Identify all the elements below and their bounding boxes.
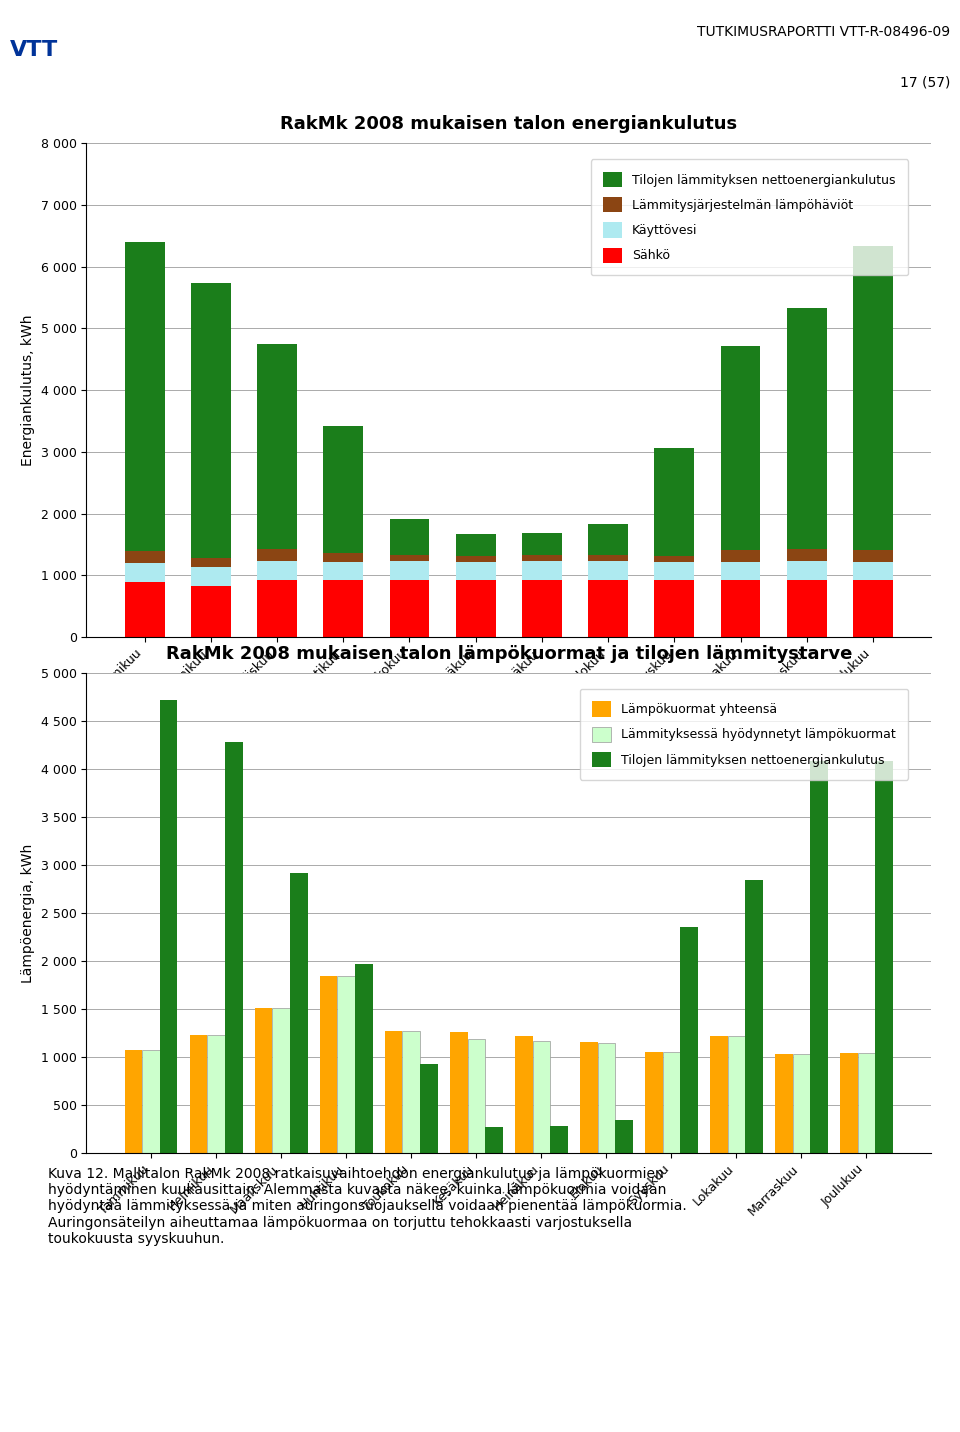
Bar [257, 580, 297, 637]
Bar [485, 1127, 503, 1153]
Bar [125, 581, 164, 637]
Bar [324, 427, 363, 553]
Bar [191, 558, 230, 567]
Bar [655, 561, 694, 580]
Bar [273, 1008, 290, 1153]
Bar [420, 1064, 438, 1153]
Bar [450, 1032, 468, 1153]
Bar [191, 567, 230, 586]
Bar [588, 580, 628, 637]
Bar [680, 928, 698, 1153]
Bar [721, 561, 760, 580]
Bar [580, 1042, 597, 1153]
Text: VTT: VTT [10, 40, 58, 60]
Bar [125, 1050, 142, 1153]
Bar [655, 556, 694, 561]
Bar [125, 563, 164, 581]
Bar [456, 534, 495, 556]
Legend: Tilojen lämmityksen nettoenergiankulutus, Lämmitysjärjestelmän lämpöhäviöt, Käyt: Tilojen lämmityksen nettoenergiankulutus… [590, 159, 908, 275]
Bar [191, 284, 230, 558]
Bar [588, 561, 628, 580]
Bar [207, 1035, 225, 1153]
Bar [615, 1120, 633, 1153]
Bar [522, 561, 562, 580]
Text: TUTKIMUSRAPORTTI VTT-R-08496-09: TUTKIMUSRAPORTTI VTT-R-08496-09 [697, 24, 950, 39]
Bar [853, 246, 893, 550]
Bar [257, 344, 297, 548]
Bar [142, 1050, 160, 1153]
Bar [857, 1053, 876, 1153]
Bar [787, 548, 827, 561]
Bar [533, 1041, 550, 1153]
Bar [588, 524, 628, 556]
Bar [853, 580, 893, 637]
Bar [390, 561, 429, 580]
Text: 17 (57): 17 (57) [900, 74, 950, 89]
Bar [550, 1126, 567, 1153]
Bar [257, 561, 297, 580]
Bar [662, 1053, 680, 1153]
Bar [597, 1044, 615, 1153]
Bar [793, 1054, 810, 1153]
Bar [655, 448, 694, 556]
Bar [402, 1031, 420, 1153]
Bar [728, 1035, 745, 1153]
Bar [390, 520, 429, 556]
Bar [775, 1054, 793, 1153]
Bar [456, 580, 495, 637]
Bar [324, 561, 363, 580]
Bar [645, 1053, 662, 1153]
Bar [320, 977, 338, 1153]
Bar [355, 964, 372, 1153]
Bar [257, 548, 297, 561]
Bar [390, 556, 429, 561]
Bar [160, 700, 178, 1153]
Bar [385, 1031, 402, 1153]
Bar [515, 1035, 533, 1153]
Bar [338, 977, 355, 1153]
Bar [721, 550, 760, 561]
Legend: Lämpökuormat yhteensä, Lämmityksessä hyödynnetyt lämpökuormat, Tilojen lämmityks: Lämpökuormat yhteensä, Lämmityksessä hyö… [580, 689, 908, 779]
Bar [810, 762, 828, 1153]
Y-axis label: Energiankulutus, kWh: Energiankulutus, kWh [21, 315, 36, 465]
Bar [721, 580, 760, 637]
Bar [191, 586, 230, 637]
Title: RakMk 2008 mukaisen talon energiankulutus: RakMk 2008 mukaisen talon energiankulutu… [280, 116, 737, 133]
Bar [655, 580, 694, 637]
Bar [125, 242, 164, 551]
Bar [456, 561, 495, 580]
Bar [456, 556, 495, 561]
Bar [522, 556, 562, 561]
Bar [290, 872, 307, 1153]
Bar [468, 1038, 485, 1153]
Bar [787, 580, 827, 637]
Bar [390, 580, 429, 637]
Bar [853, 550, 893, 561]
Bar [787, 561, 827, 580]
Text: Kuva 12. Mallitalon RakMk 2008 ratkaisuvaihtoehdon energiankulutus ja lämpökuorm: Kuva 12. Mallitalon RakMk 2008 ratkaisuv… [48, 1167, 686, 1246]
Bar [745, 881, 763, 1153]
Bar [853, 561, 893, 580]
Bar [840, 1053, 857, 1153]
Bar [522, 580, 562, 637]
Bar [324, 580, 363, 637]
Bar [710, 1035, 728, 1153]
Bar [190, 1035, 207, 1153]
Bar [721, 345, 760, 550]
Y-axis label: Lämpöenergia, kWh: Lämpöenergia, kWh [21, 843, 36, 982]
Bar [588, 556, 628, 561]
Bar [876, 762, 893, 1153]
Bar [254, 1008, 273, 1153]
Bar [522, 533, 562, 556]
Bar [125, 551, 164, 563]
Bar [787, 308, 827, 548]
Bar [225, 742, 243, 1153]
Title: RakMk 2008 mukaisen talon lämpökuormat ja tilojen lämmitystarve: RakMk 2008 mukaisen talon lämpökuormat j… [166, 646, 852, 663]
Bar [324, 553, 363, 561]
